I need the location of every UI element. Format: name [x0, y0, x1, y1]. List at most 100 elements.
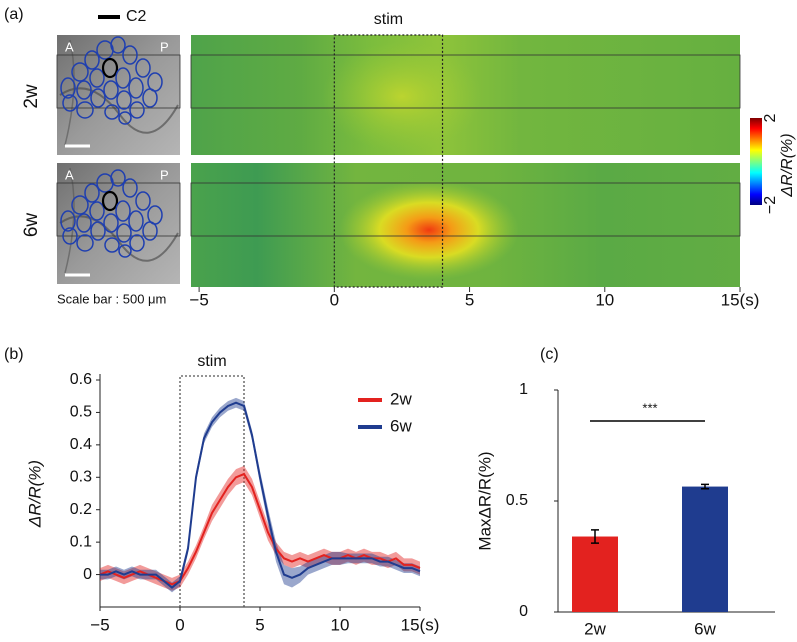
colorbar — [750, 118, 762, 205]
series-line — [100, 401, 421, 589]
x-tick-label: 15(s) — [721, 290, 760, 309]
barrel — [62, 227, 78, 245]
significance-label: *** — [642, 400, 657, 415]
barrel — [62, 94, 78, 112]
barrel — [84, 183, 100, 203]
legend-label: 2w — [390, 389, 412, 408]
stim-label: stim — [197, 353, 226, 370]
y-tick-label: 1 — [519, 381, 528, 398]
barrel — [135, 58, 151, 78]
barrel — [84, 50, 100, 70]
x-tick-label: 15(s) — [401, 615, 440, 634]
x-tick-label: −5 — [189, 290, 208, 309]
y-axis-label: ΔR/R(%) — [25, 460, 44, 528]
colorbar-tick-label: −2 — [762, 196, 779, 214]
error-band — [100, 397, 420, 593]
c2-barrel — [101, 190, 119, 212]
blood-vessel — [64, 39, 75, 146]
x-tick-label: 5 — [255, 615, 264, 634]
barrel — [104, 237, 120, 253]
barrel — [103, 213, 119, 233]
barrel — [90, 88, 106, 108]
barrel — [71, 195, 89, 215]
barrel — [135, 191, 151, 211]
barrel — [76, 80, 92, 100]
orientation-label: A — [65, 167, 74, 182]
panel-label: (b) — [4, 346, 24, 363]
legend-label: 6w — [390, 416, 412, 435]
series-line — [99, 472, 421, 586]
y-tick-label: 0.5 — [70, 404, 92, 421]
row-label: 2w — [21, 84, 42, 109]
barrel — [118, 244, 132, 258]
y-tick-label: 0 — [83, 566, 92, 583]
row-label: 6w — [21, 213, 42, 238]
stim-label: stim — [374, 11, 403, 28]
barrel — [103, 80, 119, 100]
error-band — [100, 465, 420, 591]
y-tick-label: 0.4 — [70, 436, 92, 453]
barrel — [60, 210, 76, 232]
y-tick-label: 0.6 — [70, 371, 92, 388]
colorbar-tick-label: 2 — [762, 113, 779, 122]
barrel — [142, 221, 158, 241]
barrel — [110, 36, 126, 54]
x-tick-label: 0 — [330, 290, 339, 309]
orientation-label: A — [65, 39, 74, 54]
barrel — [110, 169, 126, 187]
colorbar-label: ΔR/R(%) — [779, 133, 796, 197]
barrel — [128, 210, 144, 232]
orientation-label: P — [160, 39, 169, 54]
barrel — [118, 111, 132, 125]
stim-window — [179, 375, 245, 607]
y-tick-label: 0 — [519, 603, 528, 620]
barrel — [76, 101, 94, 119]
barrel — [122, 45, 138, 65]
whisker-label: C2 — [126, 8, 147, 25]
y-tick-label: 0.3 — [70, 469, 92, 486]
heatmap-hotspot — [321, 41, 482, 152]
barrel — [104, 104, 120, 120]
barrel — [122, 178, 138, 198]
roi-band — [56, 182, 181, 237]
barrel — [128, 77, 144, 99]
y-tick-label: 0.2 — [70, 501, 92, 518]
barrel — [129, 234, 145, 252]
panel-label: (c) — [540, 346, 559, 363]
barrel — [76, 213, 92, 233]
roi-band — [190, 54, 741, 109]
y-tick-label: 0.1 — [70, 533, 92, 550]
barrel — [89, 201, 105, 221]
barrel — [89, 68, 105, 88]
barrel — [116, 223, 132, 243]
barrel — [60, 77, 76, 99]
barrel — [115, 67, 131, 89]
barrel — [71, 62, 89, 82]
roi-band — [190, 182, 741, 237]
barrel — [116, 90, 132, 110]
orientation-label: P — [160, 167, 169, 182]
x-tick-label: −5 — [90, 615, 109, 634]
barrel — [115, 200, 131, 222]
heatmap-hotspot — [338, 180, 519, 280]
bar — [682, 486, 728, 612]
y-axis-label: MaxΔR/R(%) — [475, 451, 494, 550]
x-tick-label: 10 — [331, 615, 350, 634]
x-tick-label: 6w — [694, 619, 716, 638]
panel-label: (a) — [4, 6, 24, 23]
barrel — [76, 234, 94, 252]
barrel — [129, 101, 145, 119]
x-tick-label: 2w — [584, 619, 606, 638]
error-bar — [591, 529, 599, 544]
x-tick-label: 0 — [175, 615, 184, 634]
barrel — [90, 221, 106, 241]
barrel — [142, 88, 158, 108]
c2-barrel — [101, 57, 119, 79]
x-tick-label: 10 — [595, 290, 614, 309]
x-tick-label: 5 — [465, 290, 474, 309]
